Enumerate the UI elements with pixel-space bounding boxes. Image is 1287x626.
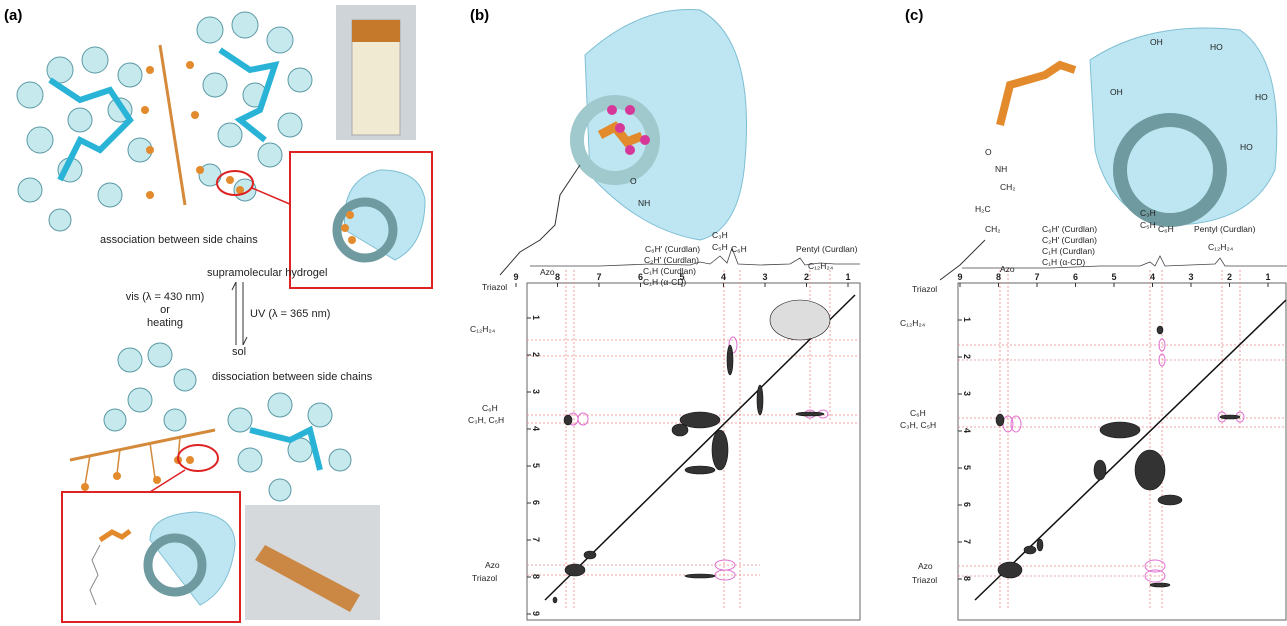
y-tick-label: 1: [531, 315, 541, 320]
caption: UV (λ = 365 nm): [250, 308, 330, 320]
y-tick-label: 5: [531, 463, 541, 468]
peak-label: Azo: [540, 267, 555, 277]
peak-label: C₁H (α-CD): [1042, 257, 1085, 267]
axis-peak-label: Azo: [485, 560, 500, 570]
y-tick-label: 4: [531, 426, 541, 431]
y-tick-label: 3: [531, 389, 541, 394]
caption: heating: [147, 317, 183, 329]
structure-label: CH₂: [1000, 182, 1016, 192]
peak-label: C₁H (Curdlan): [643, 266, 696, 276]
peak-label: C₁₂H₂₄: [1208, 242, 1234, 252]
cd-label: HO: [1240, 142, 1253, 152]
structure-label: H₂C: [975, 204, 991, 214]
x-tick-label: 3: [1188, 272, 1193, 282]
y-tick-label: 8: [962, 576, 972, 581]
y-tick-label: 4: [962, 428, 972, 433]
cd-label: OH: [1110, 87, 1123, 97]
x-tick-label: 1: [1265, 272, 1270, 282]
peak-label: Pentyl (Curdlan): [796, 244, 858, 254]
y-tick-label: 6: [531, 500, 541, 505]
peak-label: C₁H (α-CD): [643, 277, 686, 287]
gel-network: [17, 12, 312, 231]
x-tick-label: 3: [762, 272, 767, 282]
caption: vis (λ = 430 nm): [126, 291, 205, 303]
peak-label: C₆H' (Curdlan): [1042, 224, 1097, 234]
panel-label: (a): [4, 7, 22, 24]
x-tick-label: 7: [1034, 272, 1039, 282]
x-tick-label: 6: [1073, 272, 1078, 282]
peak-label: C₂H' (Curdlan): [644, 255, 699, 265]
y-tick-label: 7: [531, 537, 541, 542]
axis-peak-label: C₁₂H₂₄: [900, 318, 926, 328]
axis-peak-label: C₃H, C₅H: [468, 415, 504, 425]
axis-peak-label: Triazol: [912, 575, 937, 585]
structure-label: O: [985, 147, 992, 157]
x-tick-label: 8: [555, 272, 560, 282]
x-tick-label: 7: [596, 272, 601, 282]
peak-label: C₃H: [712, 230, 728, 240]
caption: association between side chains: [100, 234, 258, 246]
peak-label: C₅H: [1140, 220, 1156, 230]
peak-label: Pentyl (Curdlan): [1194, 224, 1256, 234]
y-tick-label: 8: [531, 574, 541, 579]
panel-b: (b) O NH: [470, 7, 860, 620]
x-tick-label: 2: [804, 272, 809, 282]
y-tick-label: 5: [962, 465, 972, 470]
caption: dissociation between side chains: [212, 371, 373, 383]
peak-label: C₂H' (Curdlan): [1042, 235, 1097, 245]
axis-peak-label: C₁₂H₂₄: [470, 324, 496, 334]
caption: supramolecular hydrogel: [207, 267, 327, 279]
axis-peak-label: C₆H: [910, 408, 926, 418]
peak-label: C₁H (Curdlan): [1042, 246, 1095, 256]
axis-peak-label: Azo: [918, 561, 933, 571]
panel-a: (a) association between side chains supr…: [4, 5, 432, 622]
y-tick-label: 2: [962, 354, 972, 359]
x-tick-label: 9: [957, 272, 962, 282]
x-tick-label: 5: [1111, 272, 1116, 282]
y-tick-label: 2: [531, 352, 541, 357]
x-tick-label: 9: [513, 272, 518, 282]
peak-label: Triazol: [482, 282, 507, 292]
y-tick-label: 6: [962, 502, 972, 507]
y-tick-label: 9: [531, 611, 541, 616]
peak-label: C₆H' (Curdlan): [645, 244, 700, 254]
axis-peak-label: C₃H, C₅H: [900, 420, 936, 430]
y-tick-label: 3: [962, 391, 972, 396]
sol-network: [70, 343, 351, 501]
caption: sol: [232, 346, 246, 358]
peak-label: C₆H: [1158, 224, 1174, 234]
structure-label: NH: [638, 198, 650, 208]
y-tick-label: 7: [962, 539, 972, 544]
panel-label: (c): [905, 7, 923, 24]
figure: (a) association between side chains supr…: [0, 0, 1287, 626]
x-tick-label: 4: [1150, 272, 1155, 282]
x-tick-label: 2: [1227, 272, 1232, 282]
panel-c: (c) O NH CH₂ H₂C CH₂ OH HO HO OH HO: [905, 7, 1287, 620]
structure-label: O: [630, 176, 637, 186]
peak-label: C₃H: [1140, 208, 1156, 218]
peak-label: C₅H: [712, 242, 728, 252]
y-tick-label: 1: [962, 317, 972, 322]
peak-label: C₁₂H₂₄: [808, 261, 834, 271]
axis-peak-label: C₆H: [482, 403, 498, 413]
caption: or: [160, 304, 170, 316]
structure-label: NH: [995, 164, 1007, 174]
x-tick-label: 1: [845, 272, 850, 282]
structure-label: CH₂: [985, 224, 1001, 234]
cd-label: HO: [1210, 42, 1223, 52]
cd-label: OH: [1150, 37, 1163, 47]
cd-label: HO: [1255, 92, 1268, 102]
peak-label: Azo: [1000, 264, 1015, 274]
peak-label: C₆H: [731, 244, 747, 254]
x-tick-label: 4: [721, 272, 726, 282]
peak-label: Triazol: [912, 284, 937, 294]
panel-label: (b): [470, 7, 489, 24]
axis-peak-label: Triazol: [472, 573, 497, 583]
